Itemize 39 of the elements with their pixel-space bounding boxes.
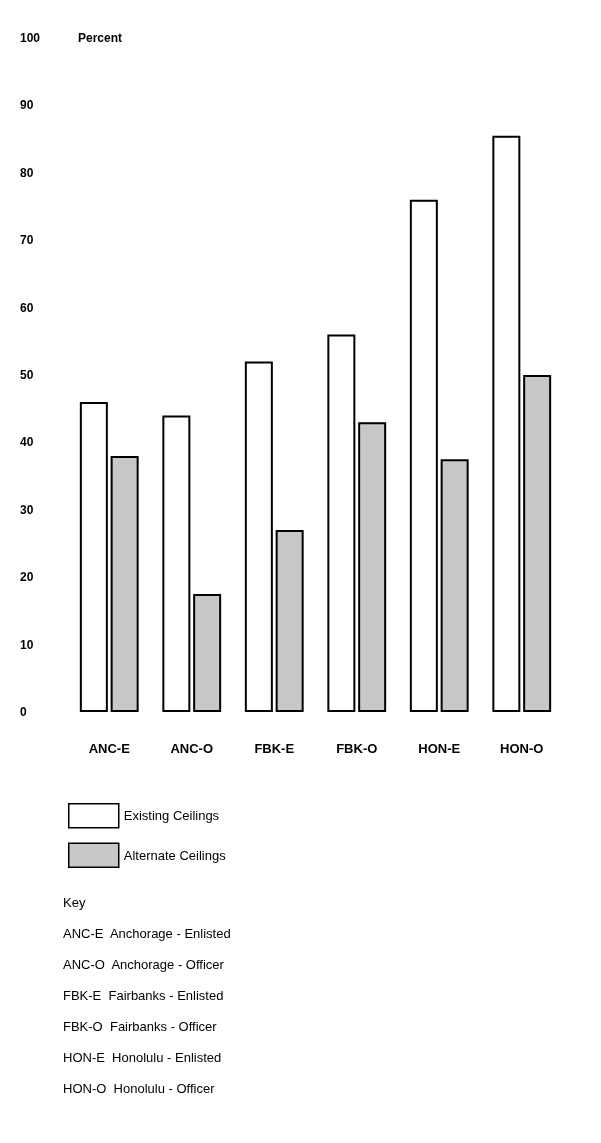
bar [409,199,438,712]
text: Key [63,895,86,910]
x-tick-label: FBK-O [336,741,378,756]
bar [523,375,552,712]
y-tick-label: 50 [20,368,34,382]
bar [193,594,222,712]
text: HON-E Honolulu - Enlisted [63,1050,222,1065]
bar [110,455,139,712]
y-tick-label: 70 [20,233,34,248]
y-tick-label: 90 [20,98,34,113]
y-tick-label: 40 [20,435,34,450]
y-tick-label: 80 [20,165,34,180]
y-tick-label: 60 [20,300,34,315]
bar [358,422,387,712]
bar [79,401,108,712]
bar [275,530,304,712]
text: ANC-O Anchorage - Officer [63,957,225,972]
legend-label: Existing Ceilings [123,808,220,824]
bar [244,361,273,712]
y-tick-label: 30 [20,502,34,517]
y-tick-label: 20 [20,570,34,585]
text: FBK-E Fairbanks - Enlisted [63,988,224,1003]
bar [162,415,191,712]
bar [492,135,521,712]
bar [327,334,356,712]
x-tick-label: HON-E [418,741,461,756]
y-axis-title: Percent [78,31,123,45]
y-tick-label: 10 [20,637,34,652]
text: HON-O Honolulu - Officer [63,1081,216,1096]
y-tick-label: 100 [20,31,41,45]
x-tick-label: HON-O [500,741,544,756]
legend-label: Alternate Ceilings [123,847,227,863]
text: ANC-E Anchorage - Enlisted [63,926,231,941]
x-tick-label: ANC-E [88,741,131,756]
text: FBK-O Fairbanks - Officer [63,1019,218,1034]
y-tick-label: 0 [20,705,27,719]
x-tick-label: ANC-O [170,741,214,756]
bar [440,459,469,712]
x-tick-label: FBK-E [254,741,295,756]
